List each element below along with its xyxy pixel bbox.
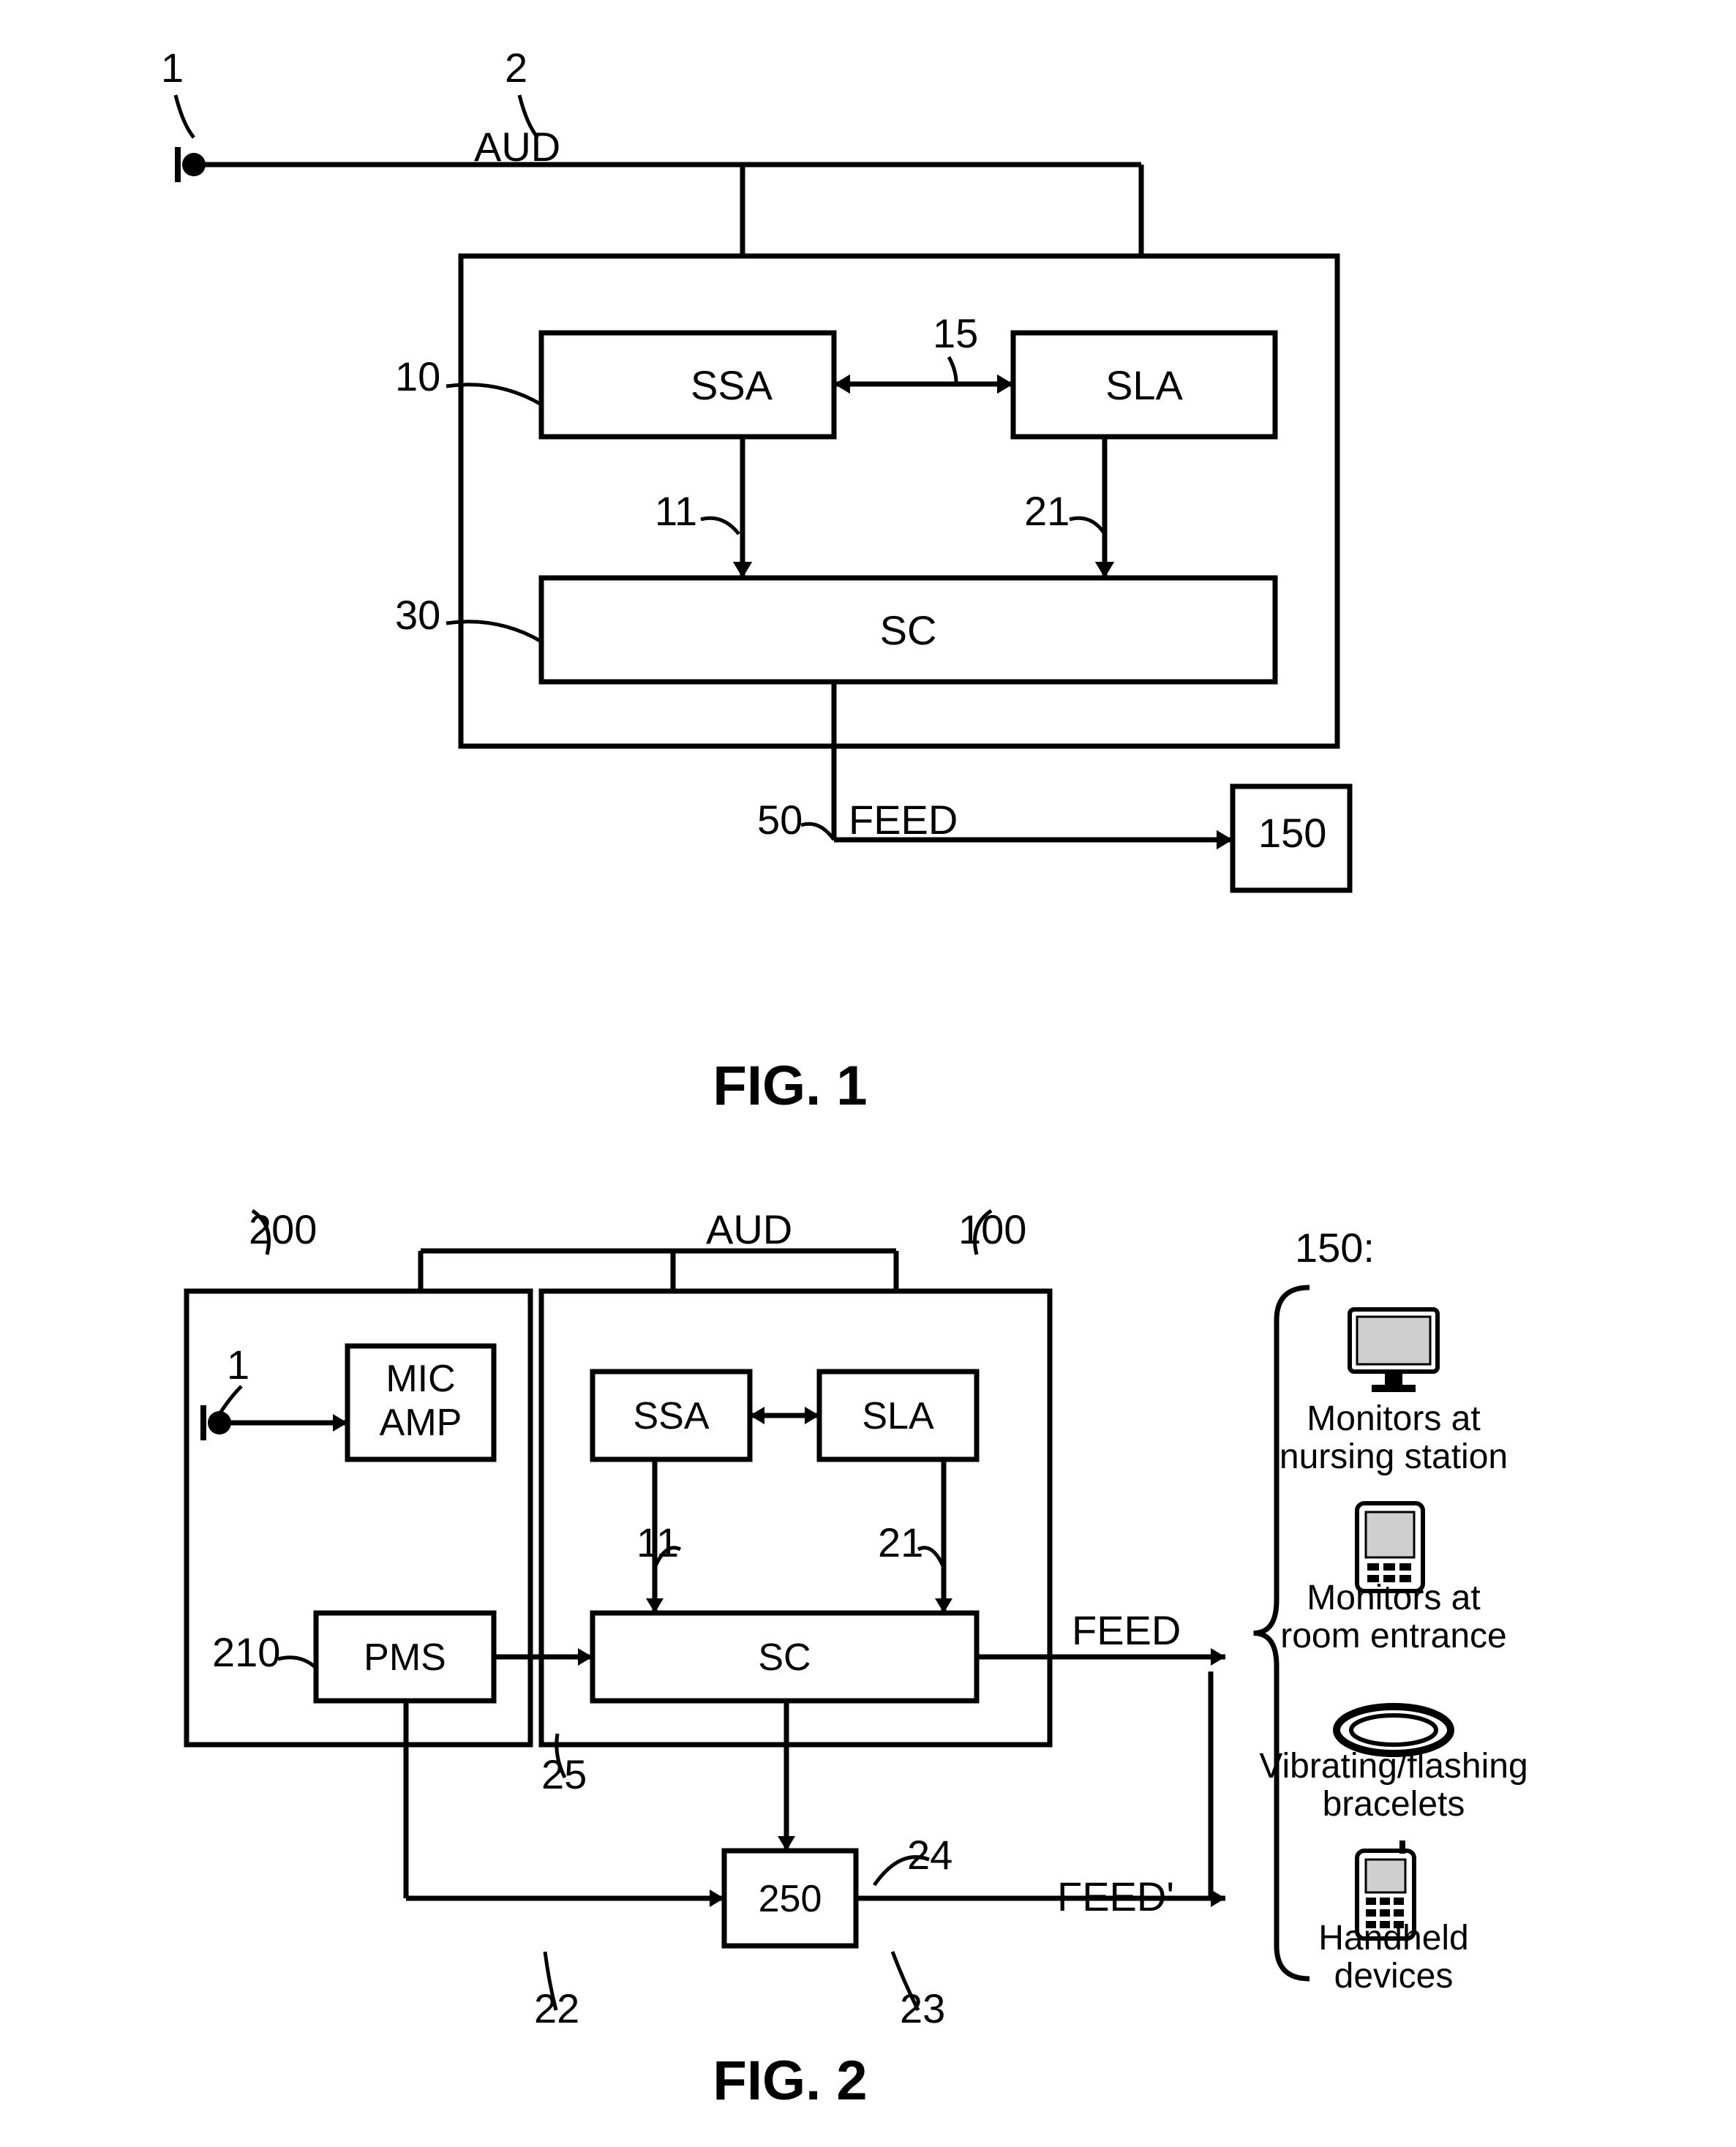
device-cap-1-l1: Monitors at	[1307, 1579, 1480, 1617]
fig1-caption: FIG. 1	[713, 1055, 867, 1117]
page: SSA SLA SC 150 1 2 AUD 10 15 11 21 30 50 FEED FIG. 1 MI…	[0, 0, 1736, 2147]
device-cap-3-l2: devices	[1334, 1957, 1454, 1996]
device-cap-0-l2: nursing station	[1280, 1437, 1508, 1476]
n15: 15	[933, 310, 978, 356]
n21b: 21	[878, 1519, 923, 1565]
n23: 23	[900, 1985, 945, 2031]
n11: 11	[655, 488, 697, 534]
n150: 150	[1258, 810, 1326, 856]
feedprime: FEED'	[1057, 1873, 1174, 1919]
n200: 200	[249, 1206, 317, 1252]
n2: 2	[505, 45, 527, 91]
diagram-svg: SSA SLA SC 150 1 2 AUD 10 15 11 21 30 50 FEED FIG. 1 MI…	[0, 0, 1736, 2147]
aud: AUD	[474, 124, 560, 170]
n150b: 150:	[1295, 1225, 1375, 1271]
path	[801, 824, 834, 840]
sc2-text: SC	[758, 1636, 811, 1679]
device-handheld	[1357, 1503, 1423, 1591]
n210: 210	[212, 1629, 280, 1675]
n250: 250	[759, 1878, 822, 1920]
fig-2: MICAMPPMSSSASLASC2502001001210AUD1121252…	[187, 1206, 1528, 2112]
device-cap-1-l2: room entrance	[1280, 1617, 1507, 1655]
n1: 1	[161, 45, 184, 91]
feed2: FEED	[1072, 1607, 1181, 1653]
sla-text: SLA	[1105, 362, 1183, 408]
pms-text: PMS	[364, 1636, 446, 1679]
fig2-caption: FIG. 2	[713, 2050, 867, 2112]
device-cap-2-l2: bracelets	[1323, 1785, 1465, 1824]
device-cap-3-l1: Handheld	[1318, 1919, 1469, 1958]
device-cap-2-l1: Vibrating/flashing	[1259, 1747, 1528, 1786]
sla2-text: SLA	[862, 1395, 934, 1437]
n21: 21	[1024, 488, 1070, 534]
ssa2-text: SSA	[633, 1395, 709, 1437]
device-monitor	[1350, 1309, 1438, 1392]
device-cap-0-l1: Monitors at	[1307, 1399, 1480, 1438]
n100: 100	[958, 1206, 1026, 1252]
aud2: AUD	[706, 1206, 792, 1252]
micamp-l2: AMP	[380, 1402, 462, 1444]
sc-text: SC	[880, 607, 937, 653]
feed: FEED	[849, 797, 958, 843]
n24: 24	[907, 1832, 952, 1878]
n1b: 1	[227, 1342, 249, 1388]
arrow-head	[1211, 1648, 1225, 1666]
n10: 10	[395, 353, 440, 399]
fig-1: SSA SLA SC 150 1 2 AUD 10 15 11 21 30 50 FEED FIG. 1	[161, 45, 1350, 1117]
n50: 50	[757, 797, 803, 843]
path	[176, 95, 194, 138]
ssa-box	[541, 333, 834, 437]
micamp-l1: MIC	[386, 1358, 455, 1400]
n30: 30	[395, 592, 440, 638]
ssa-text: SSA	[691, 362, 773, 408]
